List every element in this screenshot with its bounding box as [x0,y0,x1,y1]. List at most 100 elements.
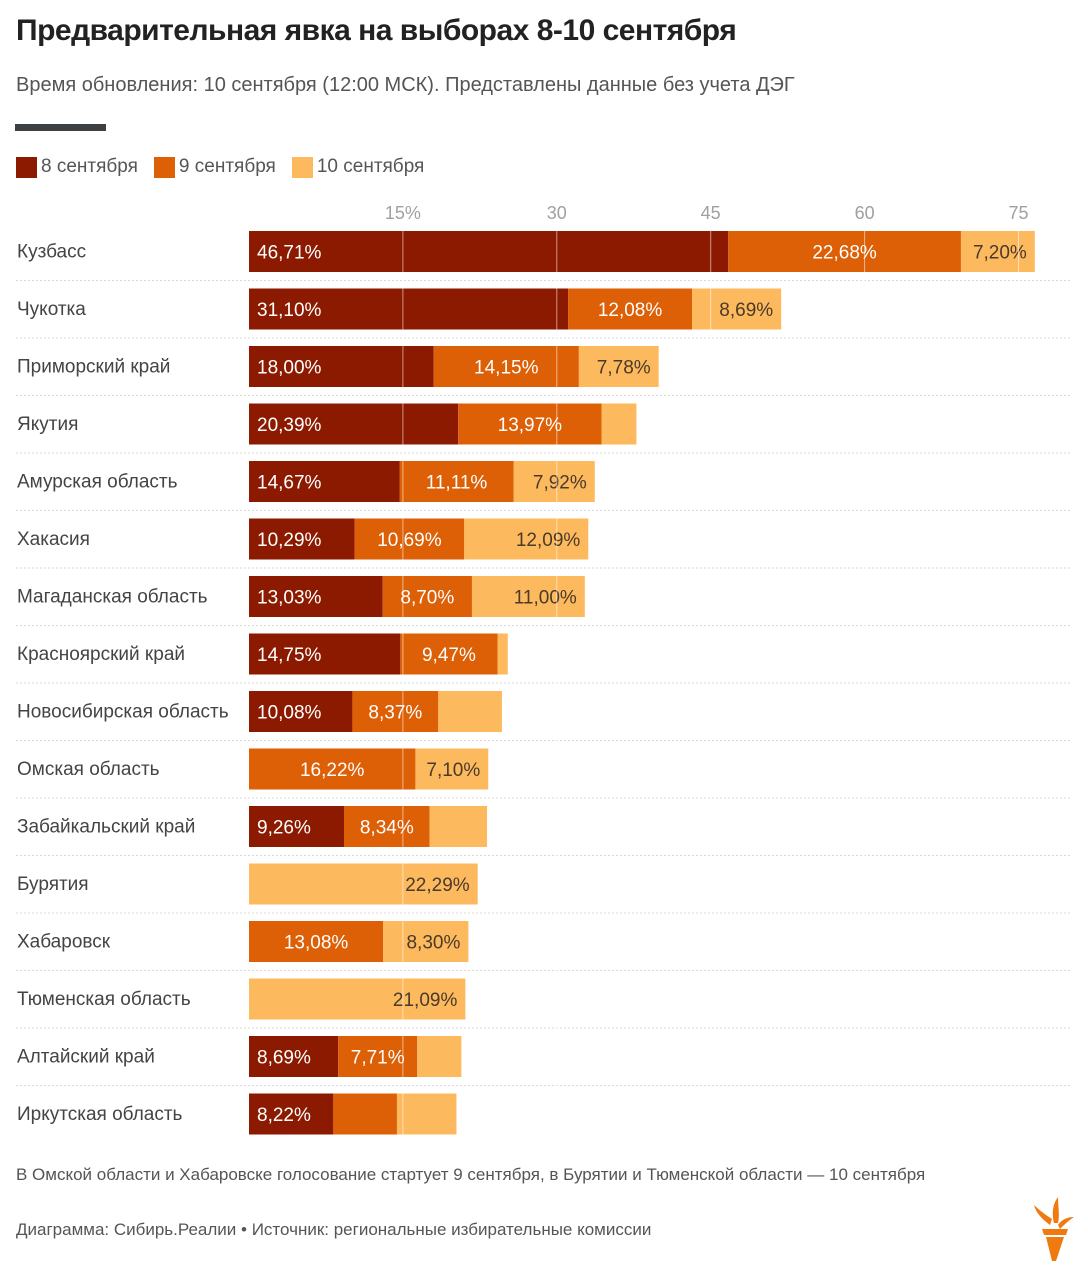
bar-segment-sep10 [497,633,508,675]
x-tick-label: 45 [701,203,721,223]
legend-label-sep10: 10 сентября [316,156,425,177]
category-label: Иркутская область [17,1104,183,1125]
bar-segment-sep10 [471,576,585,617]
data-label: 12,09% [516,530,581,551]
bar-segment-sep10 [417,1036,462,1077]
title-rule [15,124,106,131]
data-label: 10,29% [257,530,322,551]
x-tick-label: 30 [547,203,567,223]
data-label: 8,30% [406,933,460,954]
data-label: 8,69% [257,1048,311,1069]
bar-segment-sep9 [400,633,498,675]
data-label: 7,71% [351,1048,405,1069]
data-label: 13,08% [284,933,349,954]
data-label: 14,67% [257,473,322,494]
data-label: 21,09% [393,990,458,1011]
chart-source: Диаграмма: Сибирь.Реалии • Источник: рег… [16,1220,652,1239]
bar-segment-sep8 [249,518,355,560]
data-label: 14,15% [474,358,539,379]
data-label: 22,68% [812,243,877,264]
chart-note: В Омской области и Хабаровске голосовани… [16,1165,926,1184]
bar-segment-sep9 [249,748,416,790]
x-tick-label: 15% [385,203,421,223]
legend-swatch-sep8 [16,156,37,178]
legend-item-sep9: 9 сентября [153,156,276,178]
bar-segment-sep8 [249,288,569,330]
category-label: Приморский край [17,357,170,378]
bar-segment-sep9 [568,288,693,330]
bar-segment-sep10 [383,921,469,962]
bar-segment-sep8 [249,806,345,847]
x-tick-label: 75 [1008,203,1028,223]
category-label: Алтайский край [17,1047,155,1068]
data-label: 16,22% [300,760,365,781]
bar-segment-sep10 [396,1093,457,1135]
data-label: 20,39% [257,415,322,436]
legend-swatch-sep9 [153,156,175,178]
data-label: 14,75% [257,645,322,666]
bar-segment-sep9 [728,231,961,272]
category-label: Бурятия [17,874,89,895]
bar-segment-sep9 [352,691,439,732]
data-label: 31,10% [257,300,322,321]
category-label: Кузбасс [17,242,86,263]
x-tick-label: 60 [855,203,875,223]
bar-segment-sep9 [338,1036,418,1077]
data-label: 7,20% [973,243,1027,264]
category-label: Новосибирская область [17,702,229,723]
legend: 8 сентября 9 сентября 10 сентября [16,156,424,178]
bar-segment-sep10 [578,346,659,387]
data-label: 8,34% [360,818,414,839]
bar-segment-sep8 [249,1036,339,1077]
bar-segment-sep9 [249,921,384,962]
bar-segment-sep10 [513,461,595,502]
chart-title: Предварительная явка на выборах 8-10 сен… [16,14,737,47]
bar-segment-sep8 [249,1093,334,1135]
bar-segment-sep10 [438,691,502,732]
chart-subtitle: Время обновления: 10 сентября (12:00 МСК… [16,74,795,96]
data-label: 12,08% [598,300,663,321]
legend-label-sep8: 8 сентября [41,156,138,177]
data-label: 7,92% [533,473,587,494]
data-label: 8,22% [257,1105,311,1126]
category-label: Хабаровск [17,932,111,953]
bar-segment-sep8 [249,691,353,732]
data-label: 10,08% [257,703,322,724]
bar-segment-sep8 [249,576,383,617]
data-label: 46,71% [257,243,322,264]
data-label: 8,69% [719,300,773,321]
category-label: Амурская область [17,472,178,493]
data-label: 13,03% [257,588,322,609]
data-label: 13,97% [498,415,563,436]
data-label: 7,78% [597,358,651,379]
bar-segment-sep10 [415,748,489,790]
category-label: Магаданская область [17,587,208,608]
data-label: 8,37% [368,703,422,724]
data-label: 18,00% [257,358,322,379]
data-label: 8,70% [400,588,454,609]
bar-segment-sep9 [433,346,579,387]
category-label: Красноярский край [17,644,185,665]
data-label: 9,47% [422,645,476,666]
bar-segment-sep10 [429,806,488,847]
bar-segment-sep8 [249,403,459,445]
category-label: Хакасия [17,529,90,550]
category-label: Омская область [17,759,160,780]
bar-segment-sep10 [692,288,782,330]
bar-segment-sep10 [601,403,637,445]
bar-segment-sep10 [960,231,1035,272]
category-label: Якутия [17,414,78,435]
category-label: Забайкальский край [17,817,195,838]
torch-logo-icon [1034,1197,1074,1261]
stacked-bar-chart: 15% 30 45 60 75 Кузбасс 46,71% 22,68% 7,20% Чукот… [16,203,1072,1135]
bar-segment-sep8 [249,461,400,502]
data-label: 9,26% [257,818,311,839]
data-label: 10,69% [377,530,442,551]
data-label: 11,00% [514,588,577,609]
legend-swatch-sep10 [291,156,313,178]
bar-segment-sep9 [458,403,602,445]
legend-item-sep10: 10 сентября [291,156,425,178]
legend-label-sep9: 9 сентября [178,156,276,177]
category-label: Чукотка [17,299,86,320]
bar-segment-sep9 [382,576,472,617]
